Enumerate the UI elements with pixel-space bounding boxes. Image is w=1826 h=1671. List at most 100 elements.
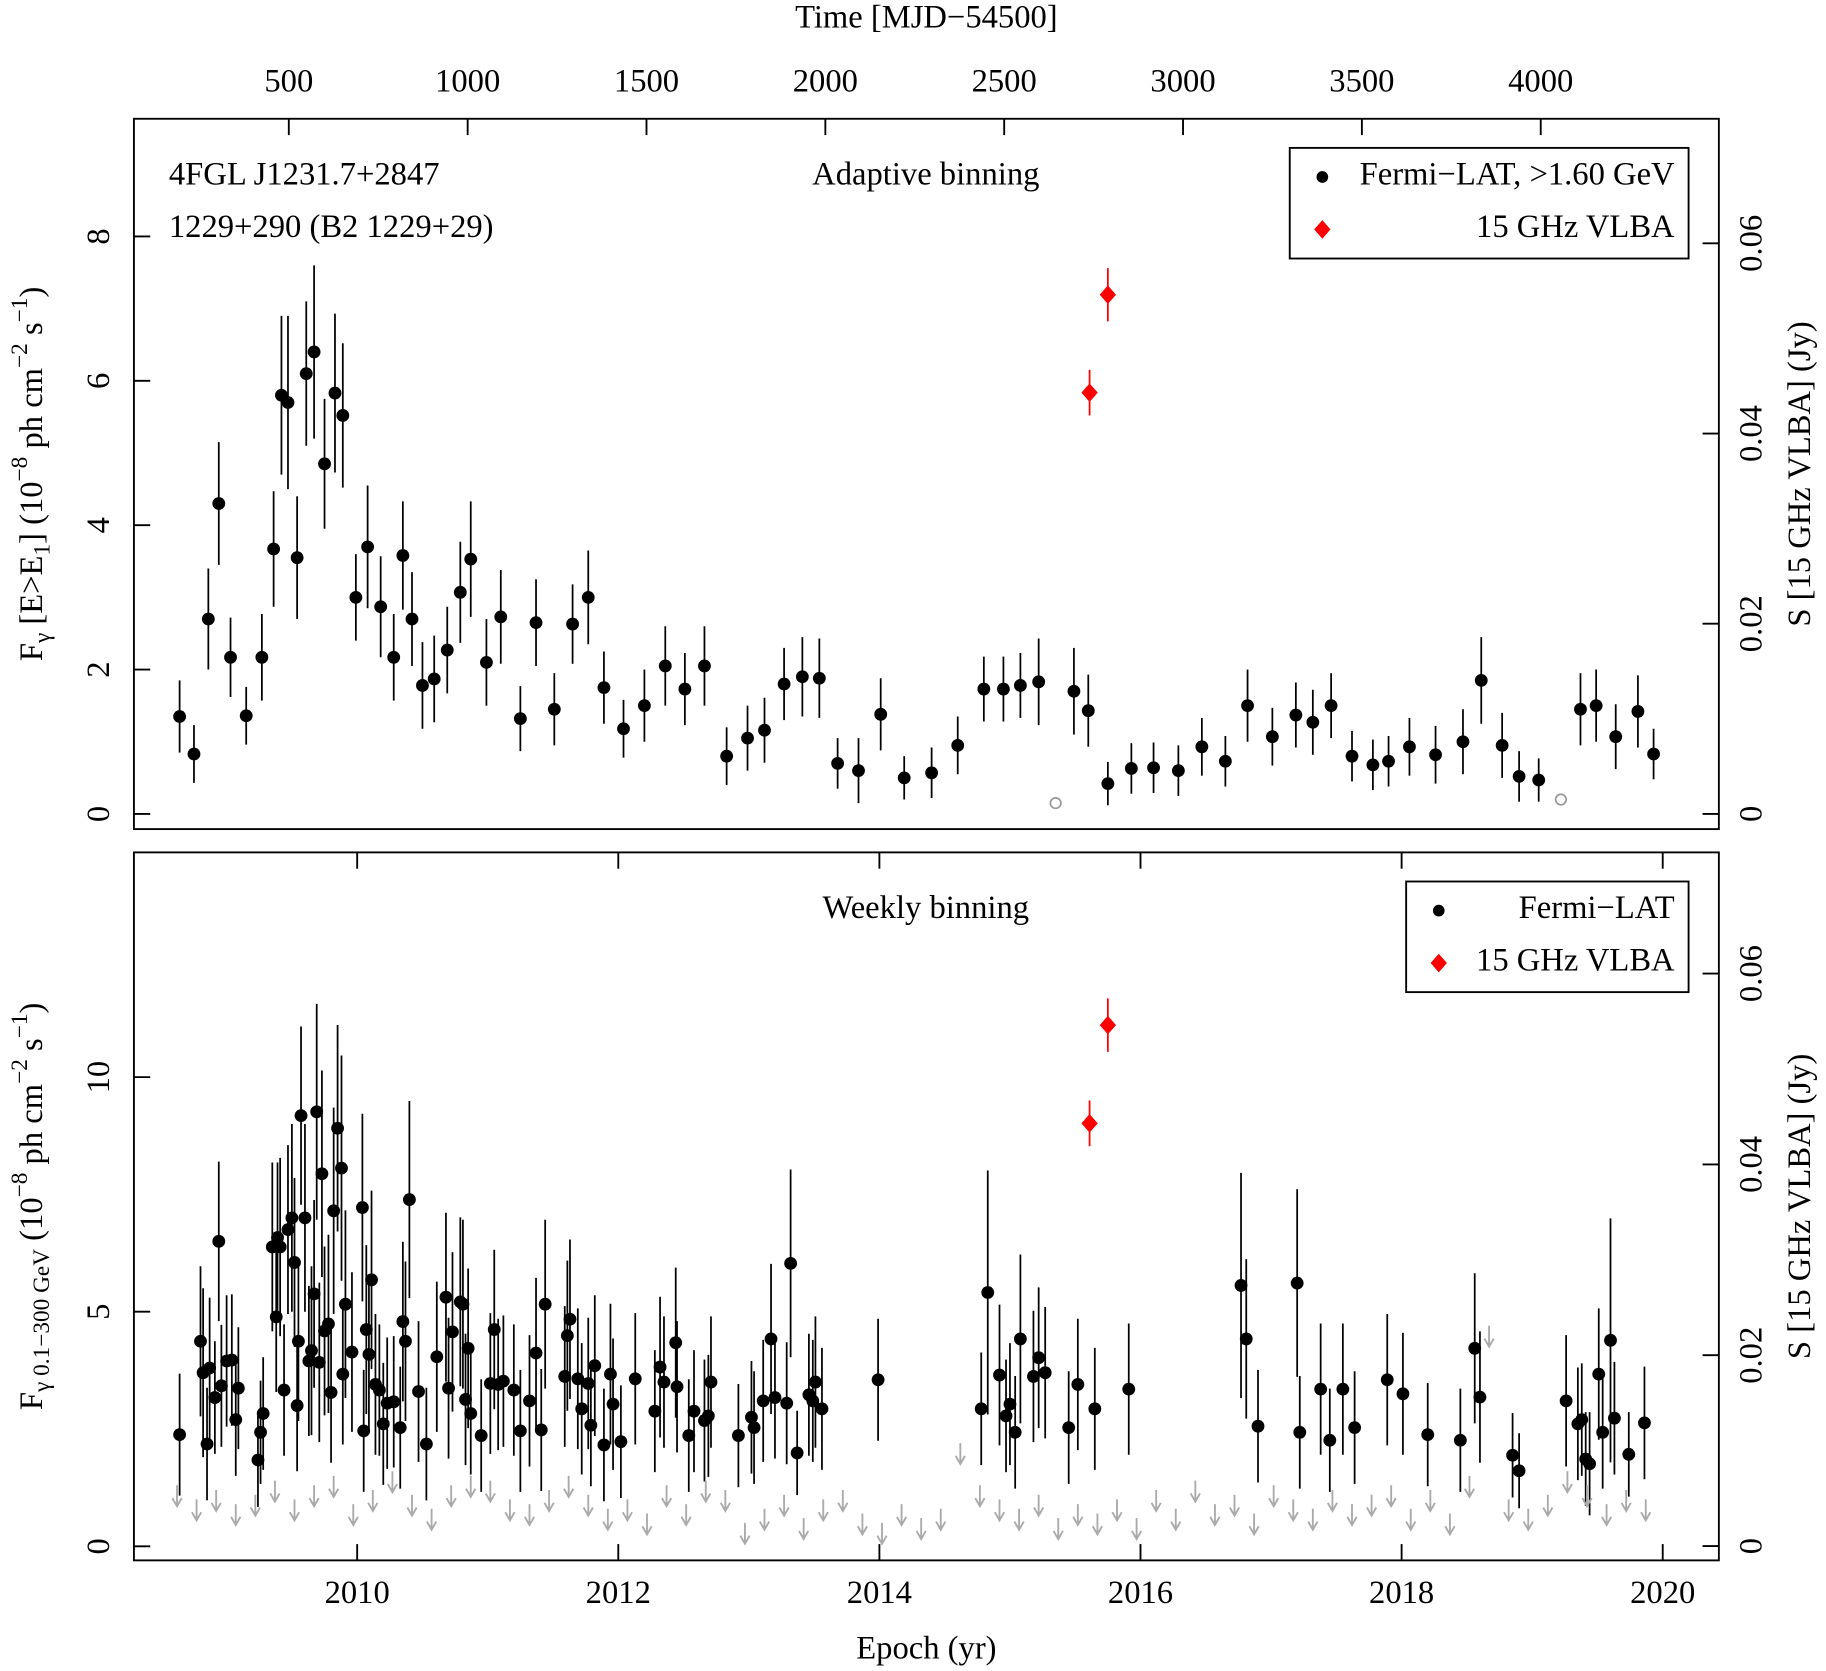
point [795, 670, 809, 684]
upper-limit [191, 1499, 203, 1523]
point [208, 1391, 222, 1404]
upper-limit [269, 1480, 281, 1504]
point [1495, 738, 1509, 752]
upper-limit [1542, 1494, 1554, 1518]
y-axis-label: Fγ 0.1−300 GeV (10−8 ph cm−2 s−1) [7, 1003, 55, 1411]
point [328, 386, 342, 400]
y2-axis-label: S [15 GHz VLBA] (Jy) [1782, 321, 1818, 626]
point [597, 1438, 611, 1452]
upper-limit [1522, 1508, 1534, 1532]
point [305, 1344, 318, 1358]
y-tick-label: 10 [81, 1061, 117, 1094]
legend-marker [1432, 904, 1445, 917]
x2-tick-label: 4000 [1508, 63, 1573, 99]
upper-limit [1111, 1499, 1123, 1523]
panel-title: Adaptive binning [812, 156, 1039, 192]
point [874, 707, 888, 721]
point [507, 1383, 521, 1397]
point [187, 747, 201, 761]
upper-limit [465, 1475, 477, 1499]
point [1348, 1421, 1362, 1435]
point [1008, 1425, 1022, 1439]
upper-limit [1561, 1471, 1573, 1495]
point [1265, 730, 1279, 744]
point [387, 1395, 401, 1409]
point [648, 1404, 662, 1418]
upper-limit [856, 1513, 868, 1537]
upper-limit [1033, 1494, 1045, 1518]
point [194, 1334, 207, 1348]
point [657, 1375, 671, 1389]
legend-marker [1430, 953, 1447, 973]
point [324, 1386, 338, 1399]
y-axis-label-part: (10 [14, 1197, 50, 1249]
legend-box [1288, 146, 1690, 260]
x-tick-label: 2018 [1369, 1575, 1434, 1611]
point [1608, 1411, 1621, 1425]
point [560, 1329, 574, 1343]
point [614, 1435, 628, 1449]
point [357, 1424, 371, 1438]
point [720, 749, 734, 763]
point [1218, 754, 1232, 768]
upper-limit [484, 1480, 496, 1504]
y-tick-label: 6 [81, 373, 117, 389]
point [1099, 285, 1117, 305]
upper-limit [778, 1494, 790, 1518]
point [349, 590, 363, 604]
point [1101, 777, 1115, 791]
upper-limit [974, 1485, 986, 1509]
point [396, 549, 410, 562]
point [307, 345, 321, 359]
point [1081, 1114, 1098, 1133]
point [1638, 1416, 1651, 1430]
point [1453, 1433, 1467, 1447]
series [173, 1003, 1651, 1516]
upper-limit [759, 1508, 770, 1532]
series [1049, 793, 1568, 810]
upper-limit [1640, 1499, 1652, 1523]
point [336, 1367, 350, 1381]
upper-limit [1072, 1504, 1084, 1527]
x2-tick-label: 2000 [793, 63, 858, 99]
point [1239, 1332, 1253, 1346]
point [427, 672, 441, 686]
point [1631, 705, 1645, 718]
upper-limit [1209, 1504, 1221, 1527]
series [173, 265, 1660, 806]
point [387, 650, 401, 664]
point [1345, 749, 1359, 763]
point [399, 1334, 412, 1348]
upper-limit [661, 1485, 673, 1509]
upper-limit [543, 1489, 555, 1513]
y2-tick-label: 0 [1733, 806, 1769, 822]
point [1506, 1448, 1519, 1462]
y-axis-label-part: −8 [7, 457, 33, 482]
point [925, 766, 939, 780]
point [1234, 1279, 1248, 1292]
y-axis-label-part: ph cm [14, 1084, 50, 1173]
upper-limit [1424, 1489, 1436, 1513]
y2-tick-label: 0.06 [1733, 215, 1769, 272]
upper-limit [328, 1475, 340, 1499]
point [575, 1402, 589, 1416]
point [1403, 740, 1416, 754]
point [1559, 1394, 1573, 1408]
point [563, 1312, 577, 1326]
point [439, 1290, 453, 1304]
point [345, 1345, 359, 1359]
point [581, 1377, 595, 1390]
point [981, 1286, 995, 1299]
point [815, 1402, 829, 1416]
legend-label: 15 GHz VLBA [1476, 209, 1675, 245]
y-tick-label: 5 [81, 1304, 117, 1320]
y2-tick-label: 0.04 [1733, 1136, 1769, 1193]
point [1314, 1382, 1328, 1396]
point [704, 1375, 718, 1389]
upper-limit [308, 1485, 320, 1509]
point [809, 1375, 822, 1389]
point [256, 1407, 270, 1420]
upper-limit [1503, 1499, 1515, 1523]
point [1429, 748, 1442, 762]
upper-limit [386, 1471, 398, 1495]
